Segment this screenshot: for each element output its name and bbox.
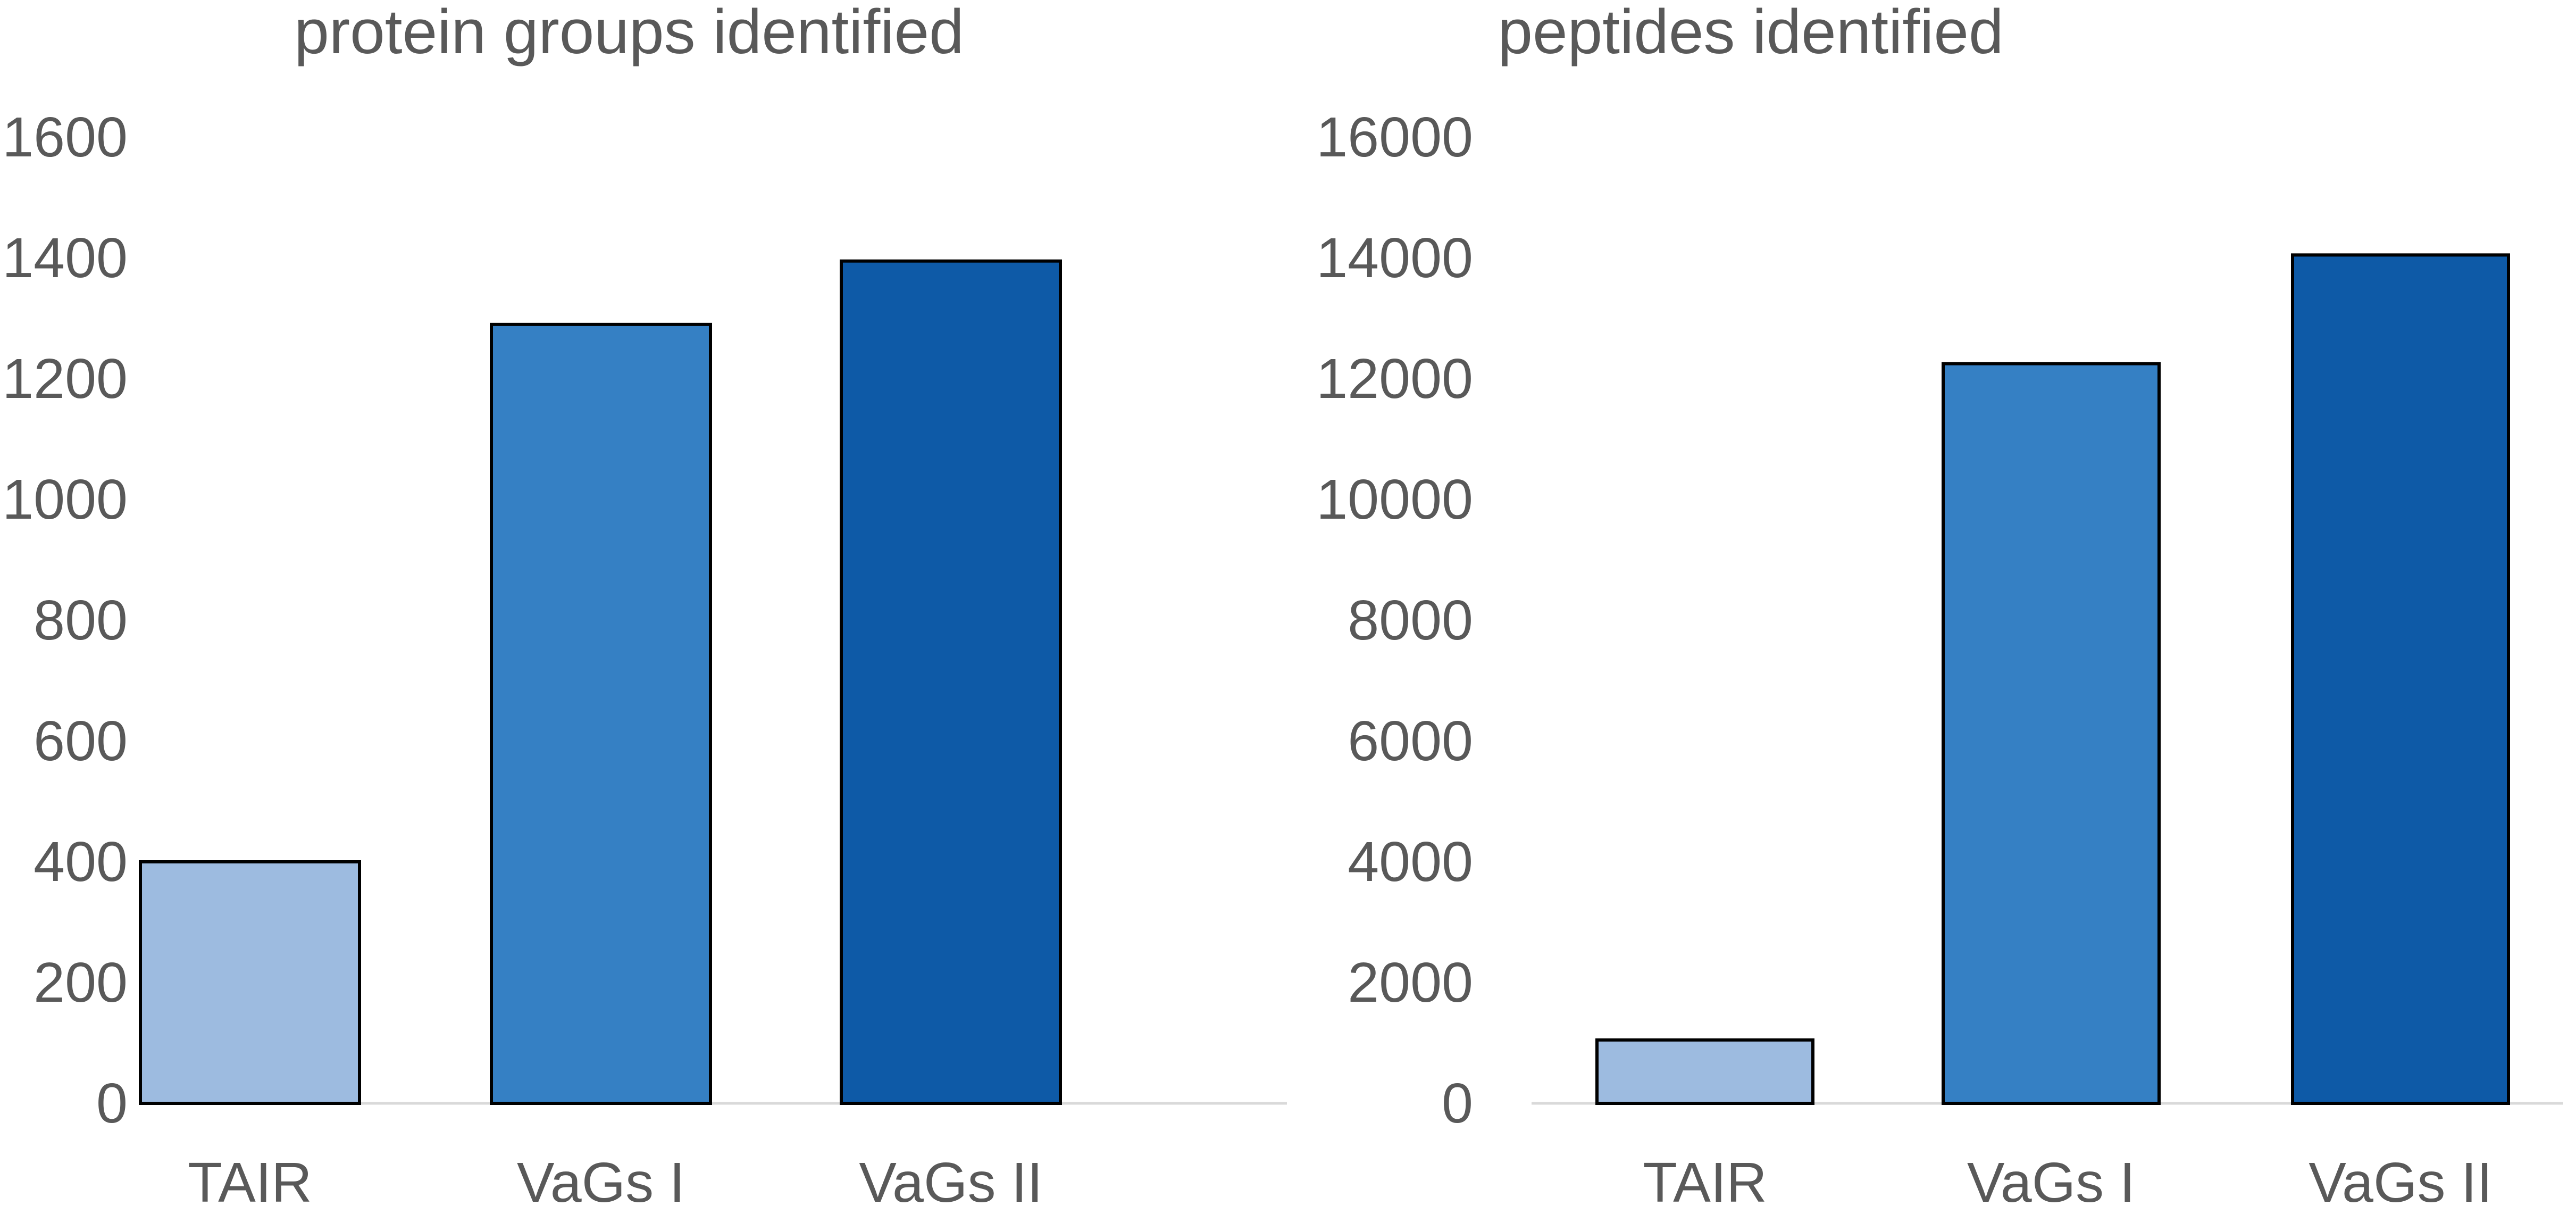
x-tick-label: VaGs II xyxy=(859,1151,1043,1214)
chart-title: protein groups identified xyxy=(294,0,964,67)
x-tick-label: VaGs I xyxy=(516,1151,685,1214)
bar-vags-i xyxy=(490,322,712,1105)
x-tick-label: VaGs I xyxy=(1967,1151,2136,1214)
y-tick-label: 0 xyxy=(1442,1072,1473,1135)
y-tick-label: 800 xyxy=(34,589,128,652)
y-tick-label: 0 xyxy=(96,1072,128,1135)
y-tick-label: 600 xyxy=(34,710,128,772)
chart-title: peptides identified xyxy=(1498,0,2004,67)
y-tick-label: 1400 xyxy=(2,227,128,289)
y-tick-label: 200 xyxy=(34,951,128,1014)
bar-plot-area xyxy=(139,259,1287,1105)
y-tick-label: 2000 xyxy=(1348,951,1473,1014)
chart-protein-groups: protein groups identified 0 200 400 600 800 1… xyxy=(0,0,1287,1214)
y-tick-label: 12000 xyxy=(1316,347,1473,410)
x-tick-label: TAIR xyxy=(1643,1151,1767,1214)
x-tick-label: VaGs II xyxy=(2309,1151,2493,1214)
y-tick-label: 16000 xyxy=(1316,106,1473,169)
chart-peptides: peptides identified 0 2000 4000 6000 8000 100… xyxy=(1287,0,2576,1214)
x-tick-label: TAIR xyxy=(188,1151,312,1214)
y-tick-label: 10000 xyxy=(1316,468,1473,531)
y-tick-label: 1000 xyxy=(2,468,128,531)
bar-tair xyxy=(1595,1038,1814,1105)
y-tick-label: 14000 xyxy=(1316,227,1473,289)
y-tick-label: 400 xyxy=(34,830,128,893)
bar-vags-ii xyxy=(840,259,1062,1105)
y-tick-label: 4000 xyxy=(1348,830,1473,893)
bar-plot-area xyxy=(1532,253,2563,1105)
y-tick-label: 6000 xyxy=(1348,710,1473,772)
bar-tair xyxy=(139,860,361,1105)
y-tick-label: 1600 xyxy=(2,106,128,169)
y-tick-label: 1200 xyxy=(2,347,128,410)
bar-vags-ii xyxy=(2291,253,2510,1105)
bar-vags-i xyxy=(1942,362,2161,1105)
y-tick-label: 8000 xyxy=(1348,589,1473,652)
